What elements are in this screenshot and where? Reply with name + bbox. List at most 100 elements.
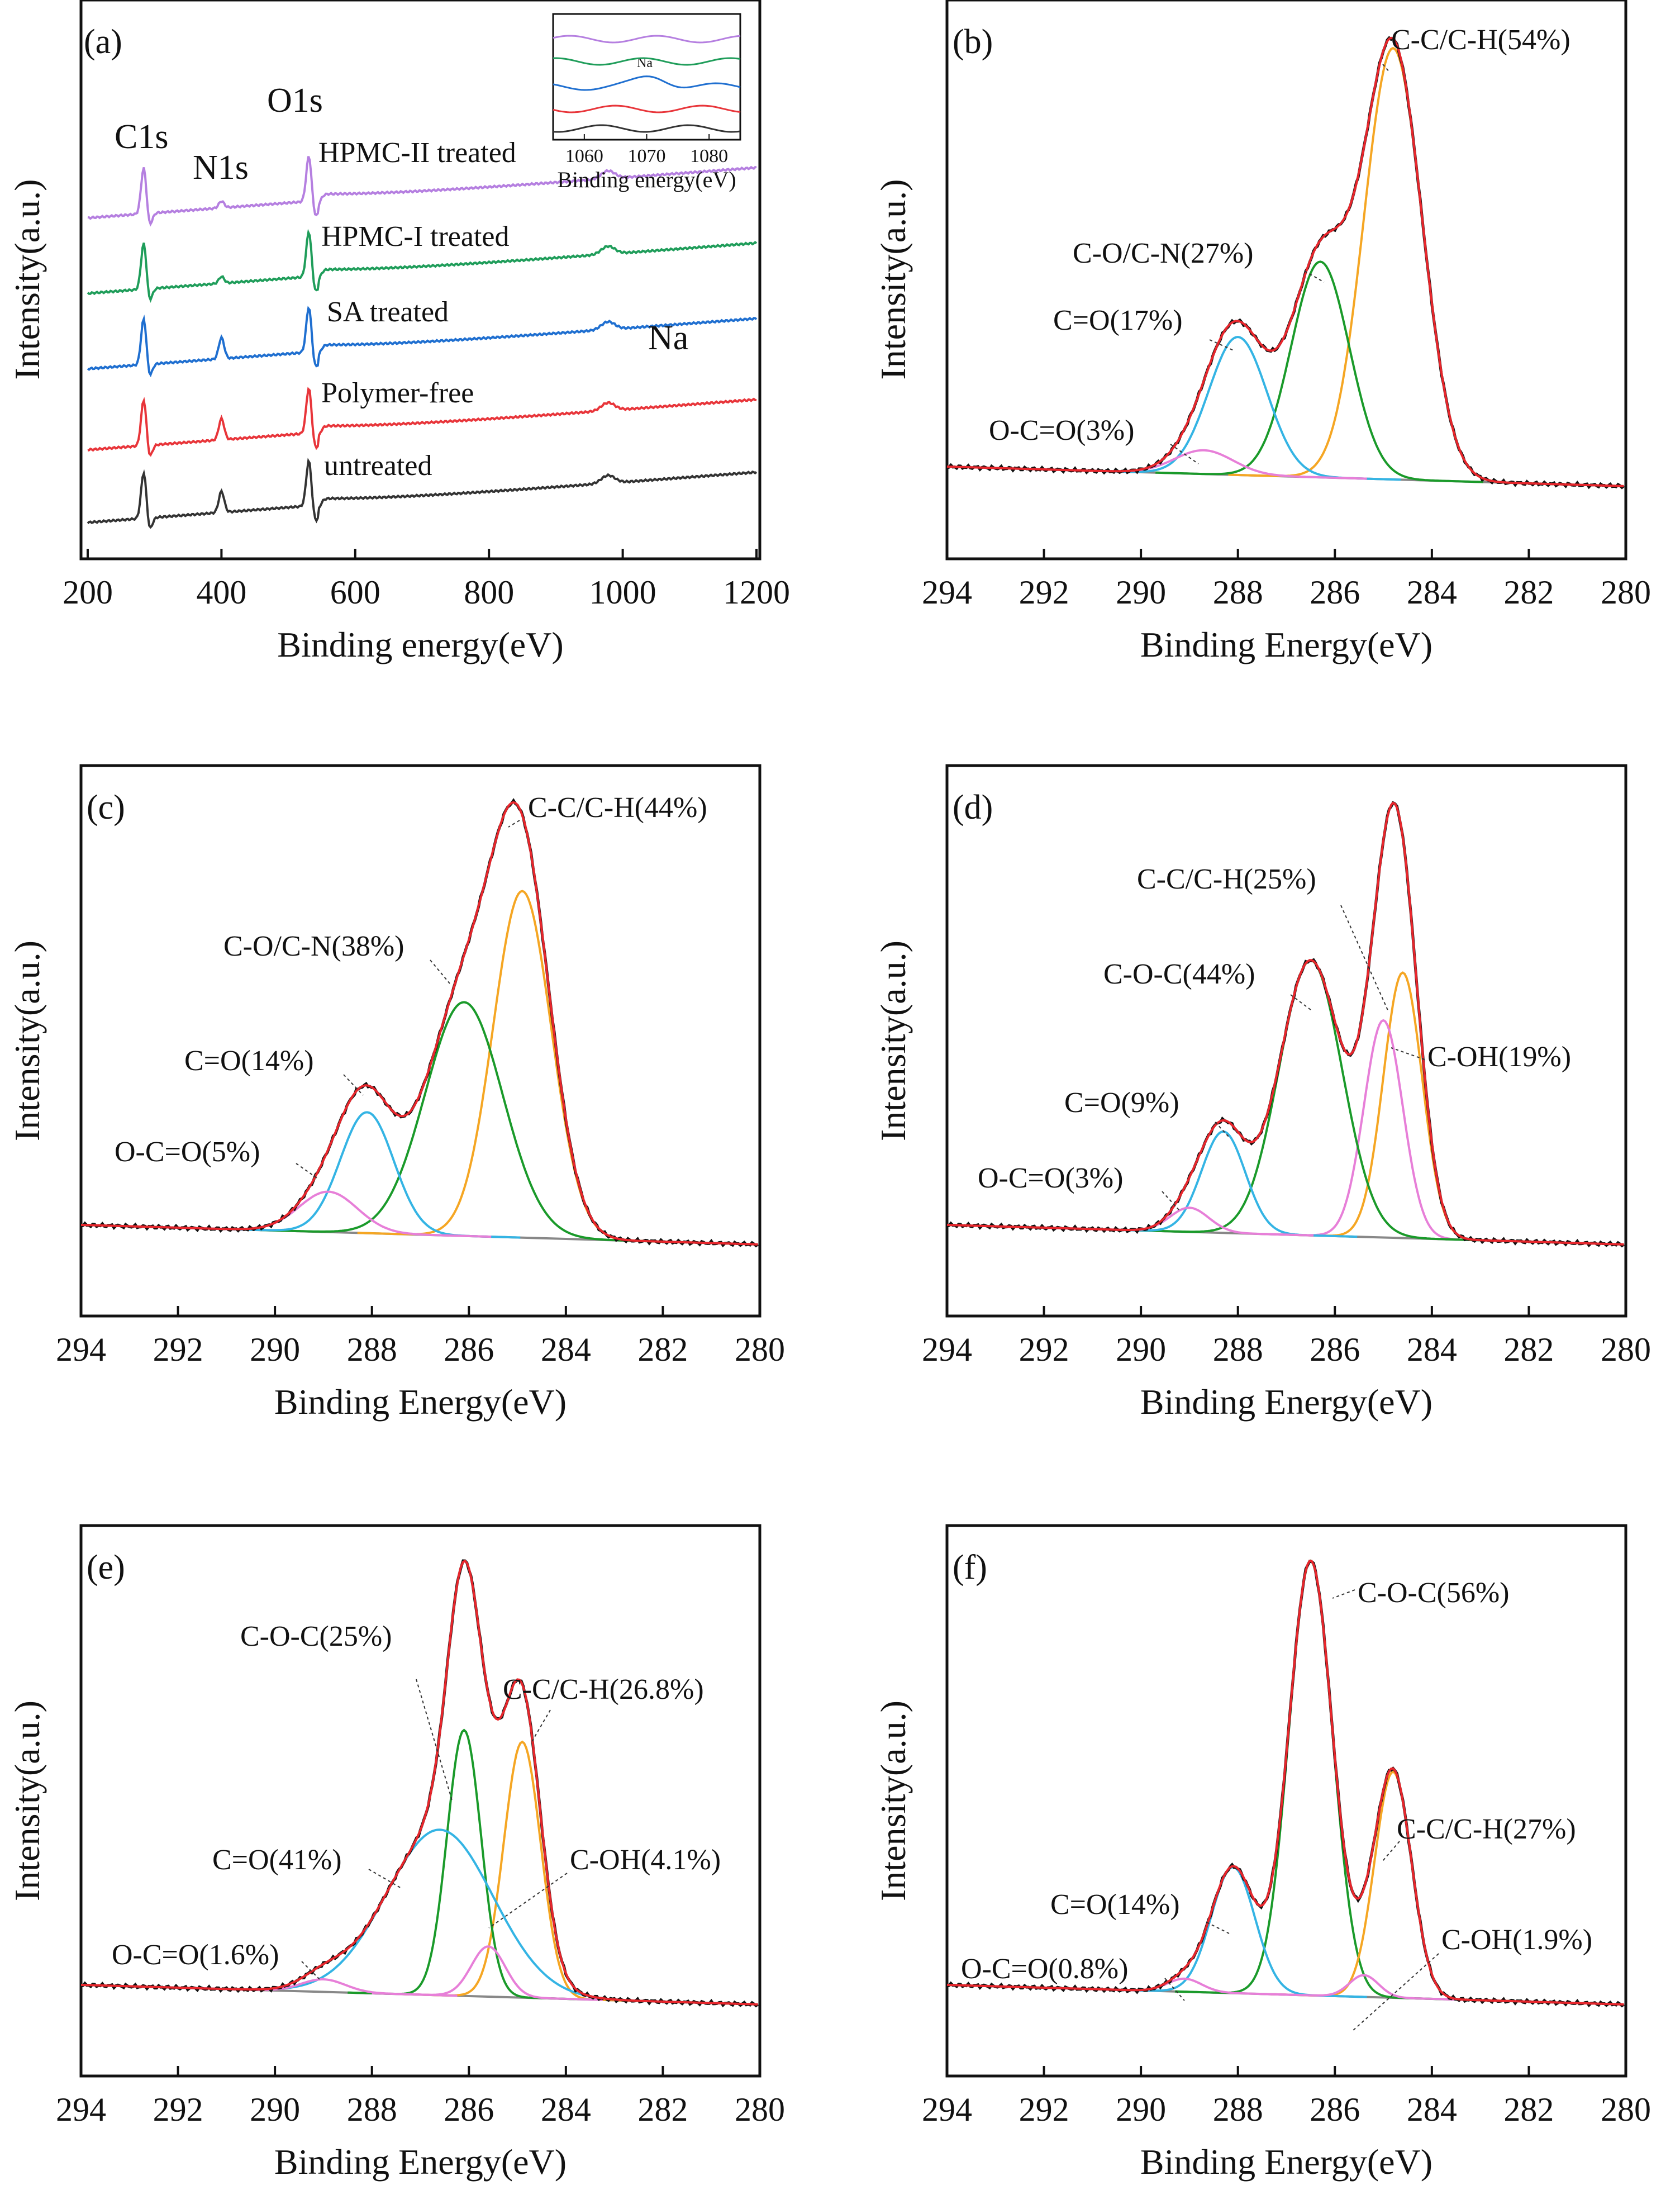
fit-envelope-line	[80, 801, 758, 1246]
component-annotation: C=O(17%)	[1053, 305, 1183, 336]
panel-label: (d)	[953, 788, 993, 826]
peak-label-n1s: N1s	[193, 149, 249, 187]
peak-label-c1s: C1s	[115, 118, 168, 156]
panel-e: 294 292 290 288 286 284 282 280 Binding Energy(e…	[7, 1524, 785, 2182]
component-annotation: C=O(14%)	[1050, 1889, 1180, 1921]
x-axis-title: Binding Energy(eV)	[274, 2142, 567, 2182]
component-annotation: C=O(41%)	[212, 1844, 342, 1876]
x-tick-label: 286	[1310, 2091, 1360, 2128]
fit-envelope-line	[80, 1559, 758, 2006]
x-tick-label: 290	[1116, 1331, 1166, 1368]
x-tick-label: 200	[63, 574, 113, 611]
y-axis-title: Intensity(a.u.)	[873, 1700, 913, 1901]
y-axis-title: Intensity(a.u.)	[7, 1700, 47, 1901]
panel-c: 294 292 290 288 286 284 282 280 Binding Energy(e…	[7, 764, 785, 1422]
annotation-leader	[1382, 1841, 1400, 1861]
panel-label: (a)	[84, 23, 122, 61]
survey-series-line	[87, 156, 757, 227]
x-tick-label: 288	[1213, 2091, 1263, 2128]
component-annotation: C-O-C(25%)	[240, 1621, 392, 1652]
panel-label: (c)	[87, 788, 125, 826]
panel-a: 200 400 600 800 1000 1200 Binding energy(eV) In…	[7, 0, 790, 664]
y-axis-title: Intensity(a.u.)	[873, 179, 913, 380]
series-label: HPMC-I treated	[321, 221, 509, 253]
x-tick-label: 292	[153, 1331, 203, 1368]
x-tick-label: 292	[1019, 1331, 1069, 1368]
survey-series-line	[87, 458, 758, 529]
x-tick-label: 290	[250, 1331, 300, 1368]
x-tick-label: 290	[1116, 574, 1166, 611]
fit-envelope-line	[946, 801, 1624, 1246]
inset-x-title: Binding energy(eV)	[557, 167, 736, 192]
annotation-leader	[1215, 1122, 1230, 1138]
series-label: SA treated	[327, 296, 449, 328]
panel-label: (b)	[953, 23, 993, 61]
x-tick-label: 292	[153, 2091, 203, 2128]
component-annotation: C-C/C-H(25%)	[1137, 863, 1316, 895]
x-tick-label: 290	[1116, 2091, 1166, 2128]
panel-d: 294 292 290 288 286 284 282 280 Binding Energy(e…	[873, 764, 1651, 1422]
annotation-leader	[1290, 994, 1313, 1012]
x-tick-label: 282	[637, 1331, 688, 1368]
plot-frame	[945, 1524, 1627, 2078]
peak-label-o1s: O1s	[267, 82, 323, 120]
inset-series-line	[553, 104, 741, 113]
annotation-leader	[1351, 1953, 1439, 2032]
x-tick-label: 280	[1601, 1331, 1651, 1368]
x-tick-label: 290	[250, 2091, 300, 2128]
x-tick-label: 282	[637, 2091, 688, 2128]
annotation-leader	[1304, 270, 1325, 283]
survey-series-line	[87, 306, 758, 378]
x-tick-label: 280	[735, 2091, 785, 2128]
x-tick-label: 288	[1213, 574, 1263, 611]
annotation-leader	[1391, 1047, 1425, 1060]
inset-tick-label: 1060	[565, 146, 603, 167]
component-annotation: O-C=O(0.8%)	[961, 1953, 1128, 1985]
x-tick-label: 280	[1601, 2091, 1651, 2128]
plot-frame	[945, 764, 1627, 1318]
component-peak	[260, 1001, 666, 1243]
component-annotation: C-OH(19%)	[1427, 1041, 1571, 1073]
annotation-leader	[1170, 444, 1199, 464]
x-tick-label: 400	[196, 574, 246, 611]
component-annotation: C-OH(4.1%)	[570, 1844, 721, 1876]
x-tick-label: 292	[1019, 574, 1069, 611]
inset-tick-label: 1080	[690, 146, 728, 167]
component-annotation: C=O(9%)	[1064, 1087, 1179, 1119]
component-annotation: C-O/C-N(38%)	[223, 930, 404, 962]
x-tick-label: 294	[922, 1331, 972, 1368]
x-axis-title: Binding Energy(eV)	[274, 1382, 567, 1422]
annotation-leader	[530, 1709, 551, 1744]
series-label: HPMC-II treated	[318, 137, 516, 169]
component-annotation: O-C=O(3%)	[978, 1162, 1123, 1194]
x-tick-label: 284	[541, 1331, 591, 1368]
x-axis-title: Binding energy(eV)	[277, 625, 563, 664]
x-tick-label: 286	[444, 2091, 494, 2128]
survey-series-line	[87, 229, 758, 303]
x-tick-label: 284	[1407, 2091, 1457, 2128]
annotation-leader	[1206, 1922, 1230, 1934]
annotation-leader	[368, 1869, 403, 1889]
component-peak	[1087, 1130, 1358, 1238]
x-tick-label: 280	[1601, 574, 1651, 611]
inset-tick-label: 1070	[628, 146, 666, 167]
plot-frame	[79, 764, 762, 1318]
x-tick-label: 284	[1407, 1331, 1457, 1368]
x-tick-label: 294	[922, 574, 972, 611]
inset-series-line	[553, 57, 741, 66]
x-tick-label: 282	[1503, 2091, 1554, 2128]
annotation-leader	[1164, 1978, 1185, 2001]
survey-series-line	[87, 387, 757, 457]
annotation-leader	[343, 1074, 364, 1096]
x-tick-label: 280	[735, 1331, 785, 1368]
x-tick-label: 286	[1310, 1331, 1360, 1368]
x-tick-label: 282	[1503, 574, 1554, 611]
x-tick-label: 292	[1019, 2091, 1069, 2128]
component-annotation: O-C=O(3%)	[989, 415, 1134, 446]
component-annotation: C-C/C-H(44%)	[528, 792, 707, 824]
x-tick-label: 284	[1407, 574, 1457, 611]
annotation-leader	[416, 1679, 453, 1803]
x-tick-label: 288	[347, 1331, 397, 1368]
component-annotation: C=O(14%)	[184, 1045, 314, 1077]
